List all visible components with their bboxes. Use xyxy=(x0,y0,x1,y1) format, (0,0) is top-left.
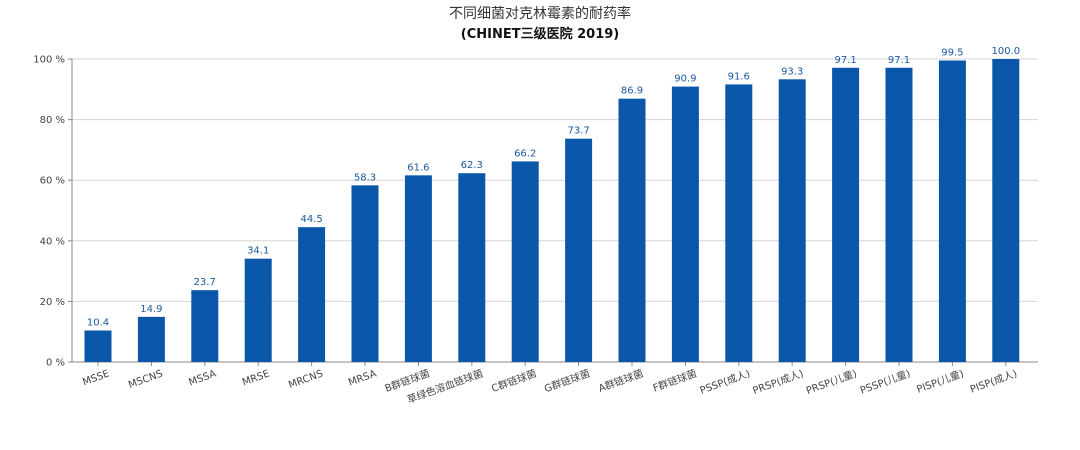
bar xyxy=(351,185,379,362)
data-label: 23.7 xyxy=(194,277,216,288)
x-tick-label: F群链球菌 xyxy=(651,367,698,395)
bar xyxy=(671,86,699,362)
data-label: 73.7 xyxy=(567,126,589,137)
y-tick-label: 0 % xyxy=(46,358,65,369)
x-tick-label: PSSP(成人) xyxy=(698,368,752,397)
x-tick-label: MSCNS xyxy=(127,368,164,391)
x-tick-label: G群链球菌 xyxy=(542,367,591,396)
data-label: 62.3 xyxy=(461,160,483,171)
data-label: 58.3 xyxy=(354,172,376,183)
bars xyxy=(84,59,1020,363)
bar xyxy=(725,84,753,363)
bar xyxy=(191,290,219,362)
data-label: 100.0 xyxy=(991,46,1020,57)
data-label: 97.1 xyxy=(888,55,910,66)
x-tick-label: PRSP(儿童) xyxy=(804,367,858,397)
y-tick-label: 20 % xyxy=(40,297,65,308)
bar xyxy=(84,330,112,362)
x-tick-label: MRCNS xyxy=(287,368,324,391)
y-tick-label: 40 % xyxy=(40,236,65,247)
x-tick-label: C群链球菌 xyxy=(490,367,539,395)
x-tick-label: A群链球菌 xyxy=(597,367,645,395)
bar xyxy=(404,175,432,362)
x-tick-label: PISP(成人) xyxy=(969,368,1019,396)
data-label: 66.2 xyxy=(514,148,536,159)
data-label: 90.9 xyxy=(674,74,696,85)
bar xyxy=(938,60,966,362)
x-tick-label: MSSE xyxy=(81,368,111,388)
bar xyxy=(778,79,806,363)
data-label: 99.5 xyxy=(941,48,963,59)
bar xyxy=(298,227,326,362)
chart-title-block: 不同细菌对克林霉素的耐药率 (CHINET三级医院 2019) xyxy=(0,4,1080,46)
data-label: 86.9 xyxy=(621,86,643,97)
data-label: 93.3 xyxy=(781,66,803,77)
data-label: 14.9 xyxy=(140,304,162,315)
bar xyxy=(832,67,860,363)
data-label: 10.4 xyxy=(87,317,109,328)
bar xyxy=(458,173,486,362)
bar xyxy=(565,138,593,362)
grid-lines xyxy=(72,58,1038,363)
y-tick-label: 100 % xyxy=(33,55,65,66)
y-tick-label: 60 % xyxy=(40,176,65,187)
data-labels: 10.4 14.9 23.7 34.1 44.5 58.3 61.6 62.3 66.2 73.7… xyxy=(87,46,1020,328)
bar xyxy=(992,59,1020,362)
y-axis: 0 % 20 % 40 % 60 % 80 % 100 % xyxy=(33,55,73,369)
bar xyxy=(137,316,165,362)
bar xyxy=(244,258,272,362)
x-tick-label: PSSP(儿童) xyxy=(858,367,912,397)
bar xyxy=(511,161,539,362)
x-tick-label: MRSE xyxy=(241,368,271,388)
data-label: 34.1 xyxy=(247,246,269,257)
data-label: 61.6 xyxy=(407,162,429,173)
data-label: 91.6 xyxy=(728,71,750,82)
bar xyxy=(618,98,646,363)
x-tick-label: MRSA xyxy=(347,368,378,388)
chart-subtitle: (CHINET三级医院 2019) xyxy=(460,27,620,42)
x-tick-label: PRSP(成人) xyxy=(751,368,805,397)
chart-title: 不同细菌对克林霉素的耐药率 xyxy=(449,6,631,22)
bar xyxy=(885,67,913,363)
x-tick-label: MSSA xyxy=(187,368,218,388)
y-tick-label: 80 % xyxy=(40,115,65,126)
data-label: 97.1 xyxy=(834,55,856,66)
data-label: 44.5 xyxy=(300,214,322,225)
x-tick-label: PISP(儿童) xyxy=(915,367,966,396)
